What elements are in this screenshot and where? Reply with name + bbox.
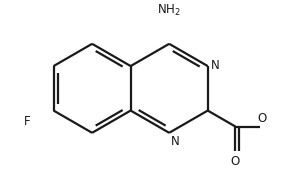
Text: F: F [24,115,31,128]
Text: O: O [257,112,267,125]
Text: O: O [231,155,240,168]
Text: N: N [211,59,219,72]
Text: NH$_2$: NH$_2$ [157,2,181,18]
Text: N: N [171,135,180,148]
